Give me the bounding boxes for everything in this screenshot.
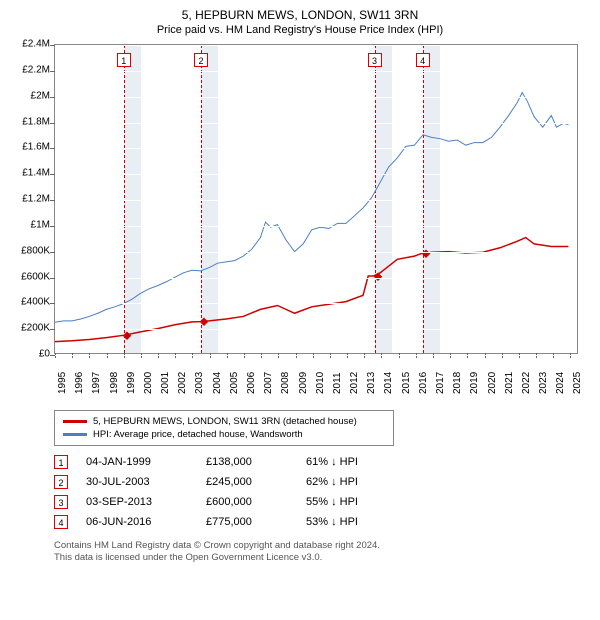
chart-title: 5, HEPBURN MEWS, LONDON, SW11 3RN [12,8,588,22]
sale-number-box: 4 [54,515,68,529]
legend: 5, HEPBURN MEWS, LONDON, SW11 3RN (detac… [54,410,394,446]
y-axis-label: £2.4M [10,39,50,50]
event-marker: 1 [117,53,131,67]
y-axis-label: £600K [10,271,50,282]
sale-date: 30-JUL-2003 [86,476,206,488]
sale-number-box: 3 [54,495,68,509]
y-axis-label: £1.2M [10,194,50,205]
x-axis-label: 1995 [57,372,68,394]
x-axis-label: 2004 [212,372,223,394]
y-axis-label: £2.2M [10,64,50,75]
x-axis-label: 2012 [349,372,360,394]
legend-swatch [63,433,87,436]
x-axis-label: 2021 [504,372,515,394]
footer-line: Contains HM Land Registry data © Crown c… [54,540,588,552]
event-marker: 4 [416,53,430,67]
sale-row: 2 30-JUL-2003£245,00062% ↓ HPI [54,472,588,492]
event-marker: 3 [368,53,382,67]
x-axis-label: 2019 [469,372,480,394]
y-axis-label: £2M [10,90,50,101]
y-axis-label: £800K [10,245,50,256]
x-axis-label: 2007 [263,372,274,394]
x-axis-label: 2024 [555,372,566,394]
y-axis-label: £1.8M [10,116,50,127]
x-axis-label: 1996 [74,372,85,394]
y-axis-label: £0 [10,349,50,360]
sale-row: 1 04-JAN-1999£138,00061% ↓ HPI [54,452,588,472]
legend-label: 5, HEPBURN MEWS, LONDON, SW11 3RN (detac… [93,416,357,427]
x-axis-label: 2000 [143,372,154,394]
x-axis-label: 2008 [280,372,291,394]
x-axis-label: 2017 [435,372,446,394]
y-axis-label: £1M [10,219,50,230]
sale-price: £775,000 [206,516,306,528]
sale-date: 03-SEP-2013 [86,496,206,508]
x-axis-label: 1998 [109,372,120,394]
sale-hpi: 62% ↓ HPI [306,476,386,488]
hpi-line [55,92,568,322]
x-axis-label: 2025 [572,372,583,394]
sale-hpi: 61% ↓ HPI [306,456,386,468]
line-layer [55,45,577,353]
y-axis-label: £200K [10,323,50,334]
footer-attribution: Contains HM Land Registry data © Crown c… [54,540,588,565]
legend-label: HPI: Average price, detached house, Wand… [93,429,303,440]
y-axis-label: £1.6M [10,142,50,153]
chart-subtitle: Price paid vs. HM Land Registry's House … [12,24,588,36]
sale-row: 3 03-SEP-2013£600,00055% ↓ HPI [54,492,588,512]
legend-item: 5, HEPBURN MEWS, LONDON, SW11 3RN (detac… [63,415,385,428]
x-axis-label: 2005 [229,372,240,394]
sale-date: 06-JUN-2016 [86,516,206,528]
sale-price: £600,000 [206,496,306,508]
x-axis-label: 2013 [366,372,377,394]
x-axis-label: 2009 [298,372,309,394]
y-axis-label: £400K [10,297,50,308]
x-axis-label: 2010 [315,372,326,394]
y-axis-label: £1.4M [10,168,50,179]
x-axis-label: 2011 [332,372,343,394]
price-line [55,238,568,342]
sale-price: £245,000 [206,476,306,488]
legend-item: HPI: Average price, detached house, Wand… [63,428,385,441]
sales-table: 1 04-JAN-1999£138,00061% ↓ HPI 2 30-JUL-200… [54,452,588,532]
x-axis-label: 2001 [160,372,171,394]
event-marker: 2 [194,53,208,67]
x-axis-label: 2014 [383,372,394,394]
legend-swatch [63,420,87,423]
sale-number-box: 1 [54,455,68,469]
sale-row: 4 06-JUN-2016£775,00053% ↓ HPI [54,512,588,532]
x-axis-label: 2006 [246,372,257,394]
sale-number-box: 2 [54,475,68,489]
sale-hpi: 53% ↓ HPI [306,516,386,528]
x-axis-label: 2003 [194,372,205,394]
x-axis-label: 1999 [126,372,137,394]
sale-hpi: 55% ↓ HPI [306,496,386,508]
x-axis-label: 1997 [91,372,102,394]
x-axis-label: 2022 [521,372,532,394]
x-axis-label: 2016 [418,372,429,394]
sale-date: 04-JAN-1999 [86,456,206,468]
x-axis-label: 2015 [401,372,412,394]
x-axis-label: 2018 [452,372,463,394]
x-axis-label: 2023 [538,372,549,394]
x-axis-label: 2002 [177,372,188,394]
footer-line: This data is licensed under the Open Gov… [54,552,588,564]
sale-price: £138,000 [206,456,306,468]
chart-area: £0 £200K £400K £600K £800K £1M £1.2M £1.4M £1.6M… [12,44,588,404]
x-axis-label: 2020 [487,372,498,394]
plot-region: 1 2 3 4 [54,44,578,354]
